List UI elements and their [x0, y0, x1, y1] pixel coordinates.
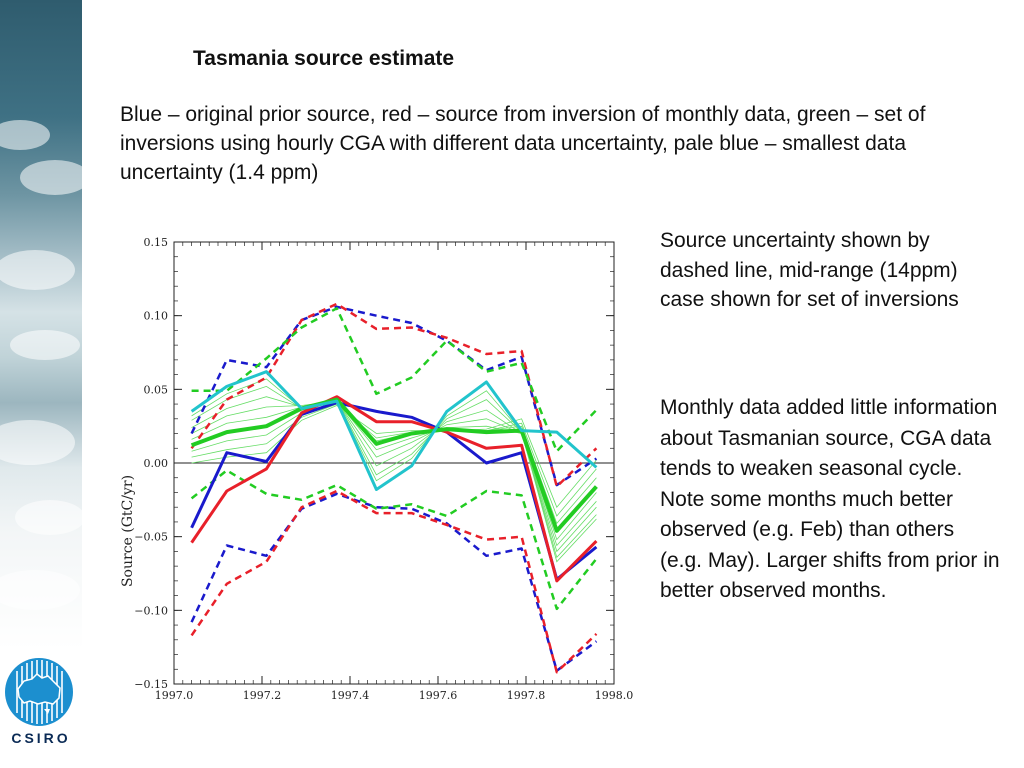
y-tick-label-6: 0.15	[144, 236, 169, 249]
logo-text: CSIRO	[11, 730, 71, 746]
series-line-2	[190, 397, 598, 533]
slide-description: Blue – original prior source, red – sour…	[120, 103, 926, 184]
x-tick-label-0: 1997.0	[155, 689, 194, 702]
sky-clouds-banner	[0, 0, 90, 650]
ensemble-line-0	[191, 405, 597, 508]
csiro-logo-icon	[5, 658, 73, 726]
source-chart: −0.15 −0.10 −0.05 0.00 0.05 0.10 0.15 1997.0 199…	[120, 236, 634, 702]
series-line-9	[190, 469, 598, 611]
y-tick-label-4: 0.05	[144, 383, 169, 396]
x-tick-label-2: 1997.4	[331, 689, 370, 702]
y-tick-label-3: 0.00	[144, 457, 169, 470]
series-line-6	[190, 302, 598, 488]
series-line-1	[190, 395, 598, 583]
slide-title: Tasmania source estimate	[193, 47, 455, 70]
y-tick-label-5: 0.10	[144, 310, 169, 323]
y-axis-label: Source (GtC/yr)	[120, 475, 136, 587]
x-tick-label-1: 1997.2	[243, 689, 282, 702]
x-tick-label-4: 1997.8	[507, 689, 546, 702]
note-monthly-data: Monthly data added little information ab…	[660, 396, 1000, 602]
y-tick-label-2: −0.05	[134, 531, 168, 544]
x-tick-label-5: 1998.0	[595, 689, 634, 702]
series-line-7	[190, 489, 598, 674]
series-line-5	[190, 492, 598, 672]
series-line-3	[190, 370, 598, 491]
ensemble-line-1	[191, 403, 597, 517]
note-uncertainty: Source uncertainty shown by dashed line,…	[660, 229, 959, 311]
x-tick-label-3: 1997.6	[419, 689, 458, 702]
series-line-4	[190, 305, 598, 487]
y-tick-label-1: −0.10	[134, 604, 168, 617]
y-tick-label-0: −0.15	[134, 678, 168, 691]
series-line-8	[191, 307, 598, 453]
